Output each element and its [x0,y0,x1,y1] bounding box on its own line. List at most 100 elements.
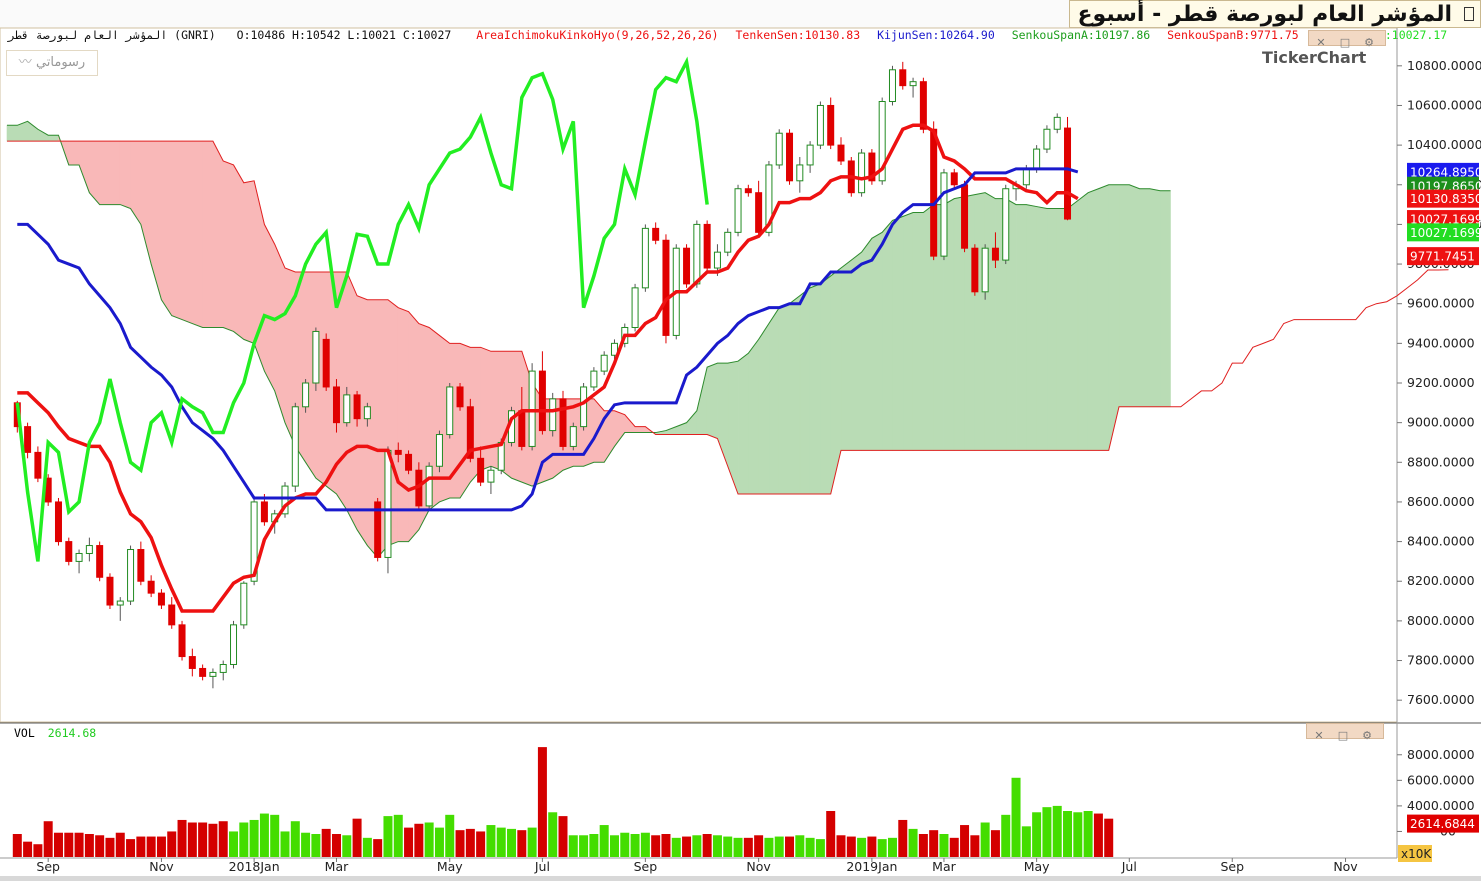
candle-body [54,501,62,543]
cloud-segment [809,283,821,495]
volume-label: VOL 2614.68 [14,726,96,740]
cloud-segment [902,212,914,451]
candle-body [477,457,485,483]
volume-bar [1083,811,1093,857]
volume-bar [239,822,249,857]
cloud-segment [37,128,49,142]
cloud-segment [1149,188,1161,408]
cloud-segment [130,140,142,226]
volume-bar [537,747,547,857]
volume-bar [53,832,63,857]
x-tick-label: May [1024,859,1050,874]
candle-body [281,485,289,515]
drawing-icon: 〰 [18,55,32,70]
price-label-text: 10027.1699 [1410,226,1481,240]
cloud-segment [1056,208,1068,451]
candle-body [693,223,701,285]
cloud-segment [974,192,986,451]
volume-bar [445,814,455,857]
volume-bar [146,836,156,857]
volume-bar [414,823,424,857]
candle-body [683,247,691,285]
volume-bar [836,835,846,857]
kijun-sen-line [17,167,1079,512]
candle-body [899,69,907,87]
volume-bar [898,819,908,857]
cloud-segment [840,259,852,451]
candle-body [1043,128,1051,150]
x-tick-label: Mar [932,859,956,874]
candle-body [230,624,238,665]
volume-bar [352,818,362,857]
cloud-segment [408,310,420,543]
price-label-box [1407,189,1479,208]
volume-bar [1073,812,1083,857]
panel-close-icon[interactable]: ✕ [1316,36,1326,49]
volume-settings-icon[interactable]: ⚙ [1362,729,1372,742]
volume-bar [434,827,444,857]
volume-bar [1021,826,1031,857]
volume-bar [1104,818,1114,857]
volume-bar [733,837,743,857]
candle-body [888,69,896,103]
price-label-text: 10264.8950 [1410,165,1481,179]
x-tick-label: Nov [149,859,174,874]
volume-maximize-icon[interactable]: □ [1337,729,1349,742]
panel-maximize-icon[interactable]: □ [1339,36,1351,49]
candle-body [816,104,824,146]
window-title-box: المؤشر العام لبورصة قطر - أسبوع [1069,0,1481,28]
candle-body [137,549,145,582]
cloud-segment [47,134,59,142]
candle-body [209,671,217,677]
cloud-segment [27,120,39,142]
candle-body [631,287,639,328]
cloud-segment [1118,184,1130,408]
volume-bar [198,822,208,857]
x-tick-label: Jul [1121,859,1137,874]
symbol-name: المؤشر العام لبورصة قطر (GNRI) [8,28,216,42]
volume-bar [105,837,115,857]
y-tick-label: 9000.0000 [1407,415,1475,430]
volume-close-icon[interactable]: ✕ [1314,729,1324,742]
volume-bar [826,811,836,857]
candle-body [332,386,340,424]
volume-bar [95,835,105,857]
cloud-segment [1139,188,1151,408]
volume-bar [558,816,568,857]
cloud-segment [1015,204,1027,451]
candle-body [981,247,989,293]
y-tick-label: 8200.0000 [1407,573,1475,588]
cloud-segment [109,140,121,205]
volume-bar [887,837,897,857]
volume-bar [568,835,578,857]
volume-bar [723,836,733,857]
candle-body [559,398,567,447]
candle-body [353,394,361,420]
cloud-segment [799,287,811,495]
window-menu-icon[interactable] [1464,7,1474,21]
volume-bar [177,819,187,857]
candle-body [786,132,794,182]
y-tick-label: 9400.0000 [1407,335,1475,350]
candle-body [610,342,618,356]
volume-bar [949,837,959,857]
cloud-segment [892,216,904,451]
x-tick-label: Sep [634,859,658,874]
indicator-name[interactable]: AreaIchimokuKinkoHyo(9,26,52,26,26) [476,28,719,42]
candle-body [755,192,763,233]
candle-body [85,545,93,554]
panel-settings-icon[interactable]: ⚙ [1364,36,1374,49]
candle-body [919,81,927,130]
volume-bar [805,837,815,857]
volume-bar [187,822,197,857]
price-label-text: 10027.1699 [1410,213,1481,227]
cloud-segment [706,362,718,439]
candle-body [538,370,546,432]
candle-body [590,370,598,388]
drawings-button[interactable]: رسوماتي 〰 [6,50,98,76]
volume-bar [918,834,928,857]
cloud-segment [830,267,842,495]
candle-body [528,370,536,447]
candle-body [662,239,670,336]
